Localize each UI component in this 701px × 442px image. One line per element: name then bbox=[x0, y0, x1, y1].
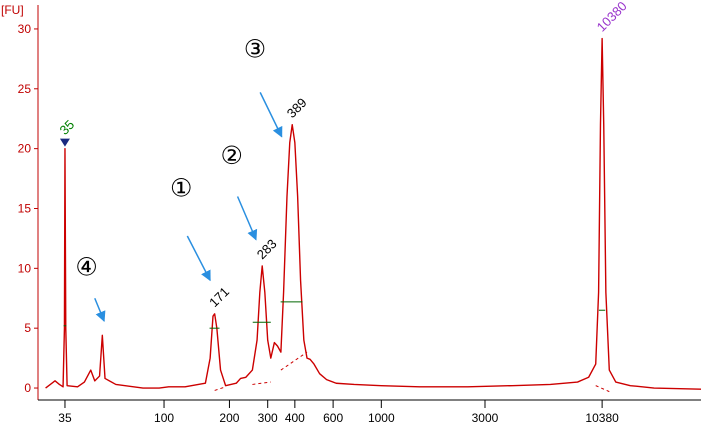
y-tick-label: 25 bbox=[18, 82, 32, 96]
unit-label: [FU] bbox=[1, 3, 24, 17]
peak-label: 10380 bbox=[594, 0, 630, 35]
annotation-arrow bbox=[94, 297, 106, 322]
annotation-number: ④ bbox=[75, 253, 97, 282]
x-tick-label: 35 bbox=[58, 411, 72, 425]
peak-label: 171 bbox=[206, 284, 232, 310]
y-tick-label: 15 bbox=[18, 201, 32, 215]
baseline-segment bbox=[214, 386, 226, 391]
y-tick-label: 20 bbox=[18, 142, 32, 156]
annotation-arrow bbox=[236, 196, 258, 241]
plot-area: 0 5 10 15 20 25 30 35 100 200 300 400 600 1000 3000 103… bbox=[18, 0, 701, 425]
x-tick-label: 10380 bbox=[585, 411, 619, 425]
x-tick-label: 1000 bbox=[368, 411, 395, 425]
annotation-number: ② bbox=[221, 141, 243, 170]
annotation-number: ③ bbox=[244, 35, 266, 64]
y-tick-label: 0 bbox=[24, 381, 31, 395]
x-tick-label: 200 bbox=[219, 411, 239, 425]
x-tick-label: 600 bbox=[323, 411, 343, 425]
baseline-segment bbox=[252, 381, 271, 385]
x-tick-label: 3000 bbox=[472, 411, 499, 425]
y-tick-label: 5 bbox=[24, 321, 31, 335]
peak-label: 389 bbox=[284, 95, 310, 121]
annotation-arrow bbox=[259, 92, 283, 138]
annotation-number: ① bbox=[170, 174, 192, 203]
x-tick-label: 100 bbox=[154, 411, 174, 425]
annotation-arrow bbox=[186, 235, 211, 282]
peak-label: 283 bbox=[254, 236, 280, 262]
baseline-segment bbox=[280, 351, 308, 371]
x-tick-label: 300 bbox=[258, 411, 278, 425]
x-tick-label: 400 bbox=[285, 411, 305, 425]
peak-label: 35 bbox=[56, 117, 77, 138]
y-tick-label: 30 bbox=[18, 22, 32, 36]
baseline-segment bbox=[595, 385, 610, 393]
marker-triangle bbox=[59, 138, 70, 147]
trace-line bbox=[45, 37, 701, 390]
y-tick-label: 10 bbox=[18, 261, 32, 275]
